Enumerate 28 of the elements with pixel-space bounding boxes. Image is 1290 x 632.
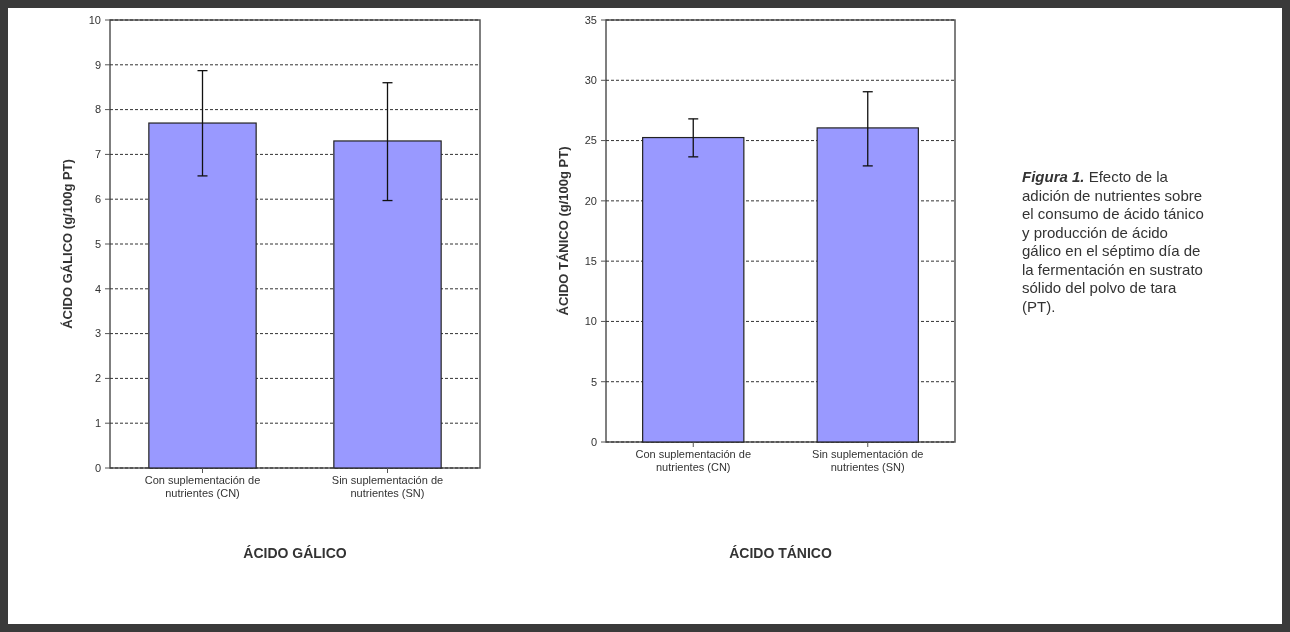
x-tick-label: Sin suplementación de nutrientes (SN) xyxy=(812,448,924,473)
y-tick-label: 7 xyxy=(94,148,101,161)
y-tick-label: 0 xyxy=(94,461,101,474)
y-tick-label: 10 xyxy=(584,315,597,328)
y-tick-label: 9 xyxy=(94,58,101,71)
x-tick-label: Sin suplementación de nutrientes (SN) xyxy=(331,474,444,499)
y-axis-title: ÁCIDO GÁLICO (g/100g PT) xyxy=(60,159,75,329)
y-tick-label: 3 xyxy=(94,327,101,340)
y-tick-label: 4 xyxy=(94,282,101,295)
x-axis-title: ÁCIDO TÁNICO xyxy=(729,545,832,561)
x-axis-title: ÁCIDO GÁLICO xyxy=(243,545,347,561)
y-tick-label: 6 xyxy=(94,193,101,206)
x-tick-label: Con suplementación de nutrientes (CN) xyxy=(635,448,752,473)
y-tick-label: 15 xyxy=(584,254,597,267)
y-tick-label: 8 xyxy=(94,103,101,116)
y-tick-label: 1 xyxy=(94,417,101,430)
y-tick-label: 25 xyxy=(584,134,597,147)
y-tick-label: 5 xyxy=(94,237,101,250)
y-axis-title: ÁCIDO TÁNICO (g/100g PT) xyxy=(556,146,571,316)
y-tick-label: 5 xyxy=(590,375,597,388)
y-tick-label: 30 xyxy=(584,74,597,87)
x-tick-label: Con suplementación de nutrientes (CN) xyxy=(144,474,261,499)
y-tick-label: 2 xyxy=(94,372,101,385)
y-tick-label: 0 xyxy=(590,435,597,448)
y-tick-label: 10 xyxy=(88,13,101,26)
y-tick-label: 35 xyxy=(584,13,597,26)
y-tick-label: 20 xyxy=(584,194,597,207)
text: Figura 1. xyxy=(1022,168,1085,185)
